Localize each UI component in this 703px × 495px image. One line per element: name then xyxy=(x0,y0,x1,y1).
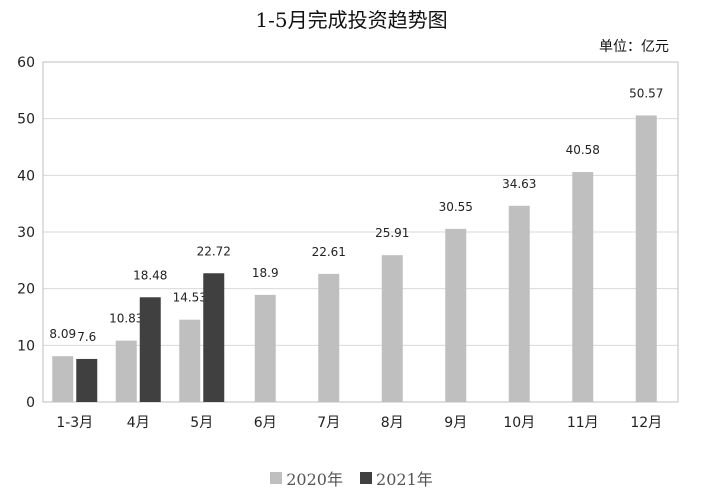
bar-2020 xyxy=(445,228,467,402)
plot-area-border xyxy=(42,61,679,403)
data-label-2020: 30.55 xyxy=(439,200,473,214)
bar-2020 xyxy=(508,205,530,402)
y-tick-label: 0 xyxy=(26,395,35,411)
bar-2021 xyxy=(76,358,98,402)
data-label-2021: 7.6 xyxy=(77,330,96,344)
y-tick-label: 50 xyxy=(17,112,35,128)
x-tick-label: 10月 xyxy=(503,415,535,431)
data-label-2021: 18.48 xyxy=(133,268,167,282)
data-label-2021: 22.72 xyxy=(197,244,231,258)
x-tick-label: 6月 xyxy=(254,415,277,431)
data-label-2020: 18.9 xyxy=(252,266,279,280)
unit-label: 单位：亿元 xyxy=(599,39,669,55)
y-tick-label: 20 xyxy=(17,282,35,298)
legend-swatch-2020 xyxy=(270,472,283,484)
data-label-2020: 40.58 xyxy=(566,143,600,157)
bar-2021 xyxy=(203,273,225,402)
legend-item-2021: 2021年 xyxy=(360,466,433,490)
data-label-2020: 25.91 xyxy=(375,226,409,240)
legend-item-2020: 2020年 xyxy=(270,466,343,490)
data-label-2020: 34.63 xyxy=(502,177,536,191)
legend-label-2021: 2021年 xyxy=(376,470,433,489)
x-tick-label: 9月 xyxy=(444,415,467,431)
bar-2020 xyxy=(179,319,201,402)
x-tick-label: 7月 xyxy=(317,415,340,431)
bar-2020 xyxy=(52,356,74,402)
y-tick-label: 60 xyxy=(17,55,35,71)
data-label-2020: 22.61 xyxy=(312,245,346,259)
x-tick-label: 12月 xyxy=(630,415,662,431)
bar-2020 xyxy=(254,294,276,402)
legend: 2020年 2021年 xyxy=(0,466,703,490)
data-label-2020: 50.57 xyxy=(629,86,663,100)
bar-2020 xyxy=(572,172,594,402)
x-tick-label: 1-3月 xyxy=(56,415,93,431)
legend-label-2020: 2020年 xyxy=(286,470,343,489)
data-label-2020: 8.09 xyxy=(49,327,76,341)
data-label-2020: 10.83 xyxy=(109,312,143,326)
y-tick-label: 40 xyxy=(17,168,35,184)
chart-title: 1-5月完成投资趋势图 xyxy=(255,8,448,32)
legend-swatch-2021 xyxy=(360,472,373,484)
bar-2021 xyxy=(139,297,161,402)
y-tick-label: 10 xyxy=(17,338,35,354)
bar-2020 xyxy=(381,255,403,402)
x-tick-label: 4月 xyxy=(127,415,150,431)
bar-2020 xyxy=(115,340,137,402)
bar-2020 xyxy=(318,273,340,402)
x-tick-label: 8月 xyxy=(381,415,404,431)
data-label-2020: 14.53 xyxy=(173,291,207,305)
x-tick-label: 11月 xyxy=(567,415,599,431)
x-tick-label: 5月 xyxy=(190,415,213,431)
bar-2020 xyxy=(635,115,657,402)
y-tick-label: 30 xyxy=(17,225,35,241)
bar-chart: 0 10 20 30 40 50 60 8.09 7.6 1-3月 10.83 18.48 4月 14.5… xyxy=(17,55,679,431)
